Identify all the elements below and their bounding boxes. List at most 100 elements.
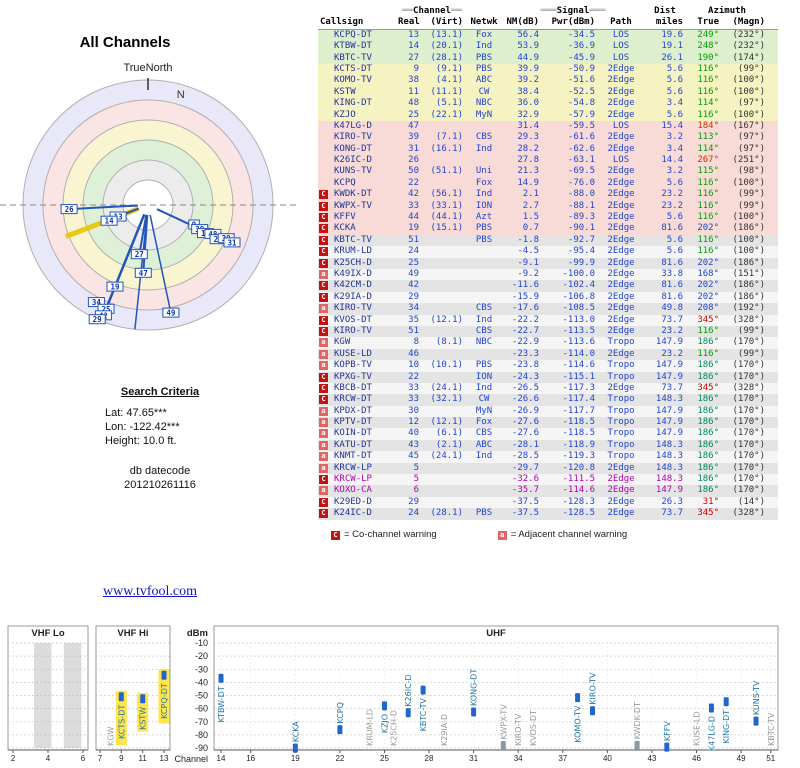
cell-power: -88.1 (567, 200, 595, 211)
cell-azimuth-true: 114° (697, 143, 719, 154)
cell-distance: 5.6 (666, 63, 683, 74)
cell-nm: 56.4 (517, 29, 539, 40)
cell-azimuth-magnetic: (97°) (737, 143, 765, 154)
cell-azimuth-true: 345° (697, 508, 719, 519)
cell-virtual-channel: (28.1) (430, 508, 463, 519)
cell-virtual-channel (422, 292, 466, 303)
cell-network: CBS (475, 132, 493, 143)
cell-callsign: K25CH-D (334, 257, 372, 268)
cell-warning: a (318, 303, 332, 314)
cell-virtual-channel: (24.1) (430, 451, 463, 462)
cell-azimuth-true: 345° (697, 314, 719, 325)
cell-nm: 32.9 (517, 109, 539, 120)
cell-azimuth-true: 116° (697, 325, 719, 336)
cell-warning: C (318, 235, 332, 246)
cell-path: 2Edge (607, 143, 635, 154)
cell-callsign: K24IC-D (334, 508, 372, 519)
latitude-value: Lat: 47.65*** (105, 407, 167, 419)
tvfool-link[interactable]: www.tvfool.com (103, 584, 197, 599)
cell-virtual-channel (422, 485, 466, 496)
cell-power: -117.4 (562, 394, 595, 405)
cell-azimuth-true: 116° (697, 75, 719, 86)
co-channel-badge: C (319, 201, 328, 211)
cell-path: 2Edge (607, 485, 635, 496)
cell-distance: 5.6 (666, 86, 683, 97)
cell-network: ABC (475, 439, 493, 450)
cell-virtual-channel (422, 497, 466, 508)
cell-warning: C (318, 508, 332, 519)
signal-bar (664, 742, 670, 752)
station-label: KONG-DT (470, 669, 479, 706)
station-label: KSTW (139, 707, 148, 730)
cell-nm: -37.5 (511, 508, 539, 519)
cell-power: -63.1 (567, 155, 595, 166)
cell-callsign: K29IA-D (334, 291, 372, 302)
cell-distance: 147.9 (655, 337, 683, 348)
cell-callsign: KCTS-DT (334, 63, 372, 74)
cell-nm: -9.1 (517, 257, 539, 268)
highlight-box (137, 692, 149, 732)
signal-bar (140, 694, 146, 704)
cell-nm: 36.0 (517, 98, 539, 109)
cell-power: -118.5 (562, 428, 595, 439)
cell-nm: -11.6 (511, 280, 539, 291)
cell-distance: 147.9 (655, 371, 683, 382)
station-label: KIRO-TV (514, 713, 523, 746)
table-row: a KPTV-DT 12 (12.1) Fox -27.6 -118.5 Tropo 147.9… (318, 417, 778, 429)
column-header-real: Real (398, 17, 420, 28)
cell-virtual-channel: (13.1) (430, 29, 463, 40)
cell-power: -111.5 (562, 474, 595, 485)
svg-text:13: 13 (114, 213, 124, 222)
cell-callsign: KOPB-TV (334, 360, 372, 371)
cell-distance: 148.3 (655, 439, 683, 450)
cell-azimuth-magnetic: (97°) (737, 98, 765, 109)
cell-callsign: KING-DT (334, 98, 372, 109)
cell-network: PBS (475, 360, 493, 371)
x-tick-label: 19 (291, 754, 300, 763)
station-label: KTBW-DT (217, 686, 226, 722)
cell-callsign: KZJO (334, 109, 356, 120)
cell-power: -114.0 (562, 348, 595, 359)
cell-distance: 147.9 (655, 360, 683, 371)
cell-real-channel: 11 (408, 86, 419, 97)
cell-power: -117.3 (562, 382, 595, 393)
table-row: KUNS-TV 50 (51.1) Uni 21.3 -69.5 2Edge 3.2 115° (… (318, 166, 778, 178)
cell-power: -128.5 (562, 508, 595, 519)
cell-network: ION (475, 371, 493, 382)
cell-virtual-channel (422, 303, 466, 314)
table-row: KZJO 25 (22.1) MyN 32.9 -57.9 2Edge 5.6 116° (100… (318, 109, 778, 121)
signal-bar (708, 703, 714, 713)
cell-callsign: KBTC-TV (334, 234, 372, 245)
cell-callsign: KATU-DT (334, 439, 372, 450)
cell-nm: -9.2 (517, 268, 539, 279)
cell-power: -88.0 (567, 189, 595, 200)
cell-azimuth-magnetic: (170°) (732, 428, 765, 439)
cell-network: PBS (475, 508, 493, 519)
x-tick-label: 14 (217, 754, 226, 763)
cell-distance: 73.7 (661, 508, 683, 519)
channel-marker: 27 (130, 249, 148, 259)
table-row: KONG-DT 31 (16.1) Ind 28.2 -62.6 2Edge 3.4 114° (… (318, 143, 778, 156)
legend-adjacent-channel-text: = Adjacent channel warning (510, 529, 628, 540)
cell-warning (318, 132, 332, 143)
cell-path: 2Edge (607, 257, 635, 268)
adjacent-channel-badge: a (319, 349, 328, 359)
cell-warning (318, 121, 332, 132)
cell-virtual-channel: (44.1) (430, 212, 463, 223)
table-row: C KWPX-TV 33 (33.1) ION 2.7 -88.1 2Edge 23.2 116°… (318, 200, 778, 213)
cell-virtual-channel: (56.1) (430, 189, 463, 200)
cell-azimuth-true: 186° (697, 462, 719, 473)
cell-azimuth-true: 202° (697, 280, 719, 291)
co-channel-badge: C (319, 292, 328, 302)
bearing-line (138, 214, 148, 253)
cell-nm: -27.6 (511, 417, 539, 428)
adjacent-channel-badge: a (319, 269, 328, 279)
cell-power: -34.5 (567, 29, 595, 40)
cell-callsign: K26IC-D (334, 155, 372, 166)
cell-azimuth-true: 116° (697, 63, 719, 74)
table-row: C KBCB-DT 33 (24.1) Ind -26.5 -117.3 2Edge 73.7 3… (318, 382, 778, 395)
cell-virtual-channel: (8.1) (435, 337, 463, 348)
signal-bar (420, 685, 426, 695)
cell-virtual-channel: (2.1) (435, 439, 463, 450)
cell-power: -119.3 (562, 451, 595, 462)
